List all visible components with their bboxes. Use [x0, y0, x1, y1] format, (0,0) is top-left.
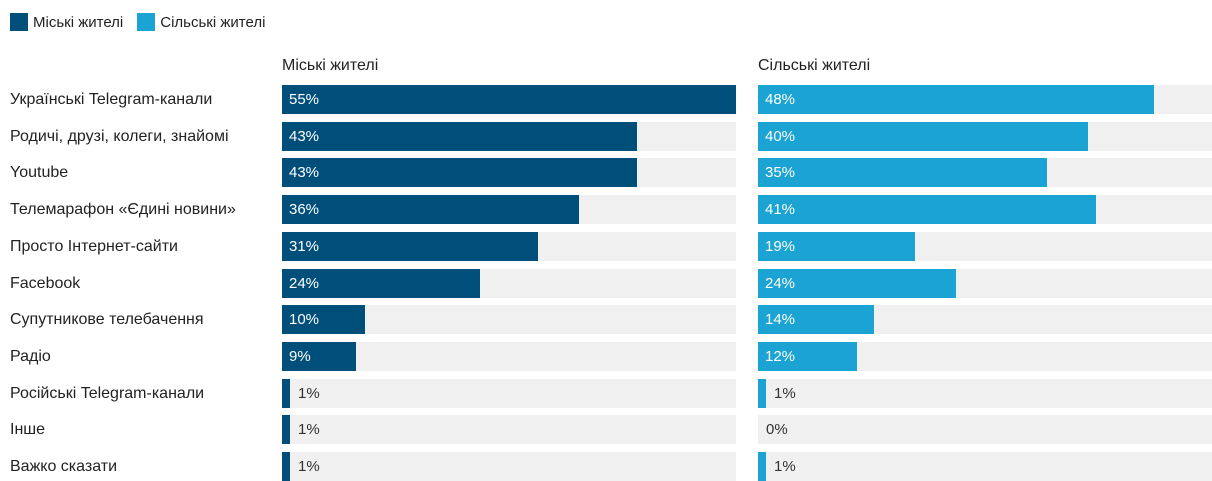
legend-item-urban[interactable]: Міські жителі — [10, 13, 123, 31]
bar-value-label: 12% — [765, 348, 796, 365]
bar-track: 10% — [282, 305, 736, 334]
bar[interactable] — [758, 342, 857, 371]
category-label: Українські Telegram-канали — [10, 91, 213, 108]
category-label: Російські Telegram-канали — [10, 385, 205, 402]
category-label: Телемарафон «Єдині новини» — [10, 201, 236, 218]
panel-title-urban: Міські жителі — [282, 57, 379, 74]
bar-track: 24% — [282, 269, 736, 298]
bar-value-label: 1% — [298, 385, 320, 402]
bar-track: 1% — [282, 415, 736, 444]
bar-track: 1% — [282, 452, 736, 481]
category-label: Важко сказати — [10, 458, 118, 475]
bar-value-label: 24% — [765, 275, 796, 292]
bar-track: 35% — [758, 158, 1212, 187]
bar-value-label: 36% — [289, 201, 320, 218]
bar-value-label: 35% — [765, 164, 796, 181]
bar[interactable] — [758, 379, 766, 408]
bar-track: 9% — [282, 342, 736, 371]
bar[interactable] — [758, 305, 874, 334]
bar-value-label: 1% — [298, 421, 320, 438]
bar-track: 48% — [758, 85, 1212, 114]
bar-value-label: 19% — [765, 238, 796, 255]
category-label: Радіо — [10, 348, 51, 365]
bar[interactable] — [282, 415, 290, 444]
bar[interactable] — [282, 269, 480, 298]
bar[interactable] — [758, 85, 1154, 114]
category-label: Супутникове телебачення — [10, 311, 204, 328]
bar-track: 1% — [758, 452, 1212, 481]
bar-track: 19% — [758, 232, 1212, 261]
category-label: Youtube — [10, 164, 69, 181]
bar-track: 12% — [758, 342, 1212, 371]
bar[interactable] — [282, 195, 579, 224]
category-label: Інше — [10, 421, 46, 438]
bar-track: 40% — [758, 122, 1212, 151]
bar[interactable] — [282, 379, 290, 408]
legend-swatch-urban — [10, 13, 28, 31]
bar-value-label: 41% — [765, 201, 796, 218]
panel-title-rural: Сільські жителі — [758, 57, 871, 74]
bar-value-label: 24% — [289, 275, 320, 292]
bar-value-label: 10% — [289, 311, 320, 328]
bar-track: 24% — [758, 269, 1212, 298]
category-label: Родичі, друзі, колеги, знайомі — [10, 128, 229, 145]
bar-value-label: 1% — [774, 458, 796, 475]
bar[interactable] — [282, 122, 637, 151]
bar-value-label: 43% — [289, 128, 320, 145]
bar-value-label: 14% — [765, 311, 796, 328]
bar-value-label: 48% — [765, 91, 796, 108]
bar[interactable] — [282, 85, 736, 114]
bar[interactable] — [758, 269, 956, 298]
bar-value-label: 55% — [289, 91, 320, 108]
bar-track: 14% — [758, 305, 1212, 334]
bar-value-label: 31% — [289, 238, 320, 255]
category-label: Facebook — [10, 275, 81, 292]
bar-track: 36% — [282, 195, 736, 224]
bar-track: 43% — [282, 122, 736, 151]
bar-track: 43% — [282, 158, 736, 187]
chart-legend: Міські жителі Сільські жителі — [10, 12, 279, 32]
legend-item-rural[interactable]: Сільські жителі — [137, 13, 265, 31]
bar-track: 1% — [282, 379, 736, 408]
bar-value-label: 9% — [289, 348, 311, 365]
bar-track: 55% — [282, 85, 736, 114]
bar-value-label: 0% — [766, 421, 788, 438]
bar-value-label: 1% — [774, 385, 796, 402]
bar[interactable] — [282, 232, 538, 261]
bar[interactable] — [282, 452, 290, 481]
bar[interactable] — [758, 158, 1047, 187]
bar-track: 41% — [758, 195, 1212, 224]
bar-value-label: 1% — [298, 458, 320, 475]
bar[interactable] — [758, 195, 1096, 224]
bar[interactable] — [758, 452, 766, 481]
bar-value-label: 43% — [289, 164, 320, 181]
bar[interactable] — [282, 342, 356, 371]
legend-label-rural: Сільські жителі — [160, 13, 266, 31]
bar[interactable] — [758, 122, 1088, 151]
bar[interactable] — [282, 158, 637, 187]
bar-track: 0% — [758, 415, 1212, 444]
bar-track: 31% — [282, 232, 736, 261]
legend-label-urban: Міські жителі — [33, 13, 124, 31]
category-label: Просто Інтернет-сайти — [10, 238, 178, 255]
bar[interactable] — [282, 305, 365, 334]
bar-value-label: 40% — [765, 128, 796, 145]
legend-swatch-rural — [137, 13, 156, 31]
bar[interactable] — [758, 232, 915, 261]
bar-track: 1% — [758, 379, 1212, 408]
